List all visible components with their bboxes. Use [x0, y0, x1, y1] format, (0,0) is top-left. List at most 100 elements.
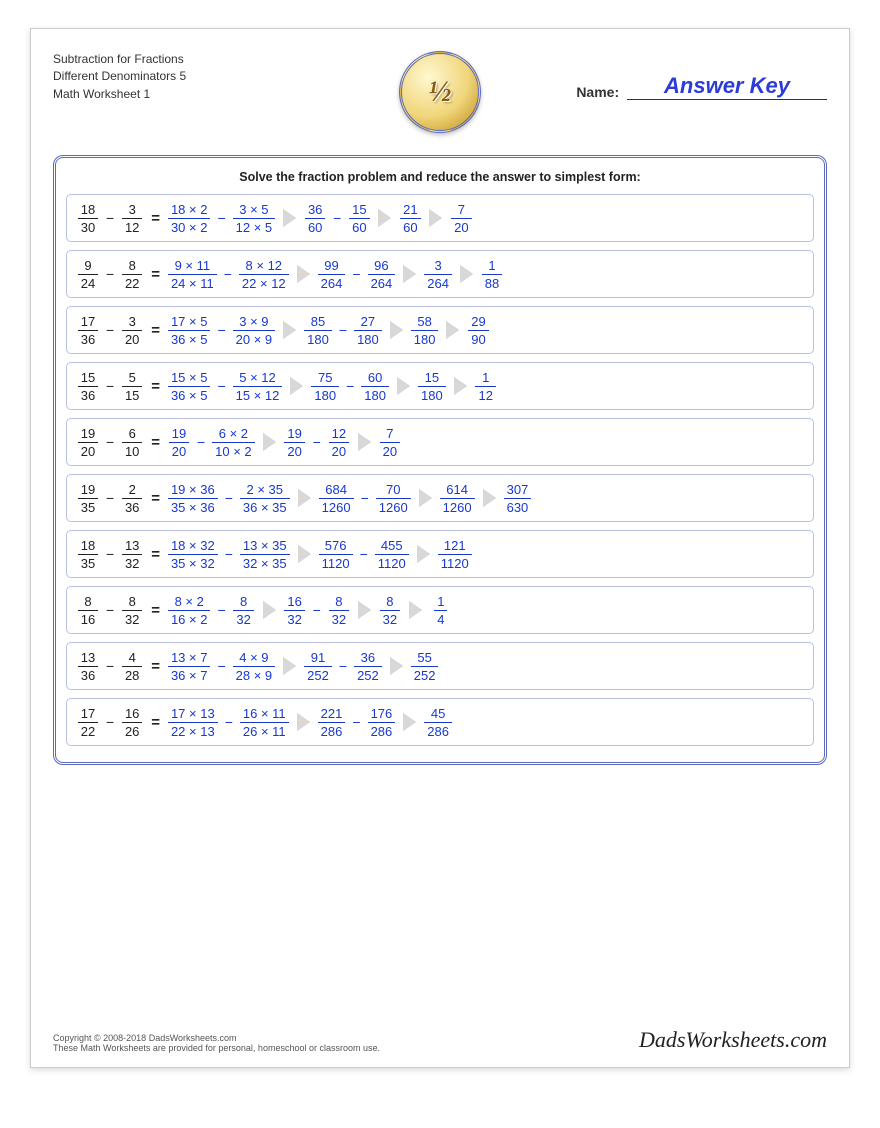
- numerator: 15: [349, 203, 369, 218]
- fraction: 45286: [424, 707, 452, 738]
- numerator: 3: [432, 259, 445, 274]
- numerator: 15: [78, 371, 98, 386]
- minus-op: −: [101, 266, 119, 282]
- minus-op: −: [341, 378, 359, 394]
- denominator: 32 × 35: [240, 554, 290, 570]
- equals-op: =: [145, 546, 166, 563]
- arrow-icon: [358, 433, 371, 451]
- problem-row: 1835−1332=18 × 3235 × 32−13 × 3532 × 355…: [66, 530, 814, 578]
- minus-op: −: [220, 546, 238, 562]
- problem-row: 1920−610=1920−6 × 210 × 21920−1220720: [66, 418, 814, 466]
- denominator: 264: [318, 274, 346, 290]
- numerator: 8: [126, 259, 139, 274]
- arrow-icon: [454, 377, 467, 395]
- denominator: 32: [122, 554, 142, 570]
- title-block: Subtraction for Fractions Different Deno…: [53, 51, 313, 103]
- numerator: 8: [81, 595, 94, 610]
- fraction: 1920: [168, 427, 190, 458]
- denominator: 24: [78, 274, 98, 290]
- denominator: 1120: [375, 554, 409, 570]
- numerator: 121: [441, 539, 469, 554]
- content-box: Solve the fraction problem and reduce th…: [53, 155, 827, 765]
- denominator: 36: [78, 666, 98, 682]
- numerator: 1: [479, 371, 492, 386]
- equals-op: =: [145, 322, 166, 339]
- fraction: 9 × 1124 × 11: [168, 259, 217, 290]
- fraction: 75180: [311, 371, 339, 402]
- minus-op: −: [212, 210, 230, 226]
- denominator: 20: [380, 442, 400, 458]
- numerator: 8: [126, 595, 139, 610]
- title-line-3: Math Worksheet 1: [53, 86, 313, 103]
- denominator: 20: [284, 442, 304, 458]
- fraction: 3264: [424, 259, 452, 290]
- fraction: 1211120: [438, 539, 472, 570]
- fraction: 15180: [418, 371, 446, 402]
- denominator: 20: [451, 218, 471, 234]
- denominator: 60: [305, 218, 325, 234]
- denominator: 36: [122, 498, 142, 514]
- fraction: 221286: [318, 707, 346, 738]
- numerator: 18: [78, 539, 98, 554]
- minus-op: −: [212, 322, 230, 338]
- numerator: 2: [126, 483, 139, 498]
- denominator: 1260: [440, 498, 475, 514]
- numerator: 36: [358, 651, 378, 666]
- fraction: 3 × 512 × 5: [233, 203, 276, 234]
- minus-op: −: [308, 434, 326, 450]
- problems-list: 1830−312=18 × 230 × 2−3 × 512 × 53660−15…: [66, 194, 814, 746]
- minus-op: −: [101, 602, 119, 618]
- denominator: 60: [400, 218, 420, 234]
- numerator: 5 × 12: [236, 371, 279, 386]
- arrow-icon: [283, 657, 296, 675]
- problem-row: 1722−1626=17 × 1322 × 13−16 × 1126 × 112…: [66, 698, 814, 746]
- denominator: 180: [418, 386, 446, 402]
- equals-op: =: [145, 266, 166, 283]
- fraction: 1626: [121, 707, 143, 738]
- fraction: 13 × 736 × 7: [168, 651, 211, 682]
- problem-row: 1830−312=18 × 230 × 2−3 × 512 × 53660−15…: [66, 194, 814, 242]
- arrow-icon: [446, 321, 459, 339]
- minus-op: −: [334, 322, 352, 338]
- fraction: 27180: [354, 315, 382, 346]
- denominator: 35 × 32: [168, 554, 218, 570]
- minus-op: −: [220, 714, 238, 730]
- fraction: 428: [121, 651, 143, 682]
- arrow-icon: [390, 657, 403, 675]
- fraction: 832: [121, 595, 143, 626]
- fraction: 822: [121, 259, 143, 290]
- fraction: 8 × 216 × 2: [168, 595, 211, 626]
- denominator: 32: [284, 610, 304, 626]
- denominator: 22 × 13: [168, 722, 218, 738]
- arrow-icon: [403, 713, 416, 731]
- fraction: 6841260: [319, 483, 354, 514]
- numerator: 3: [126, 315, 139, 330]
- fraction: 720: [379, 427, 401, 458]
- numerator: 13: [122, 539, 142, 554]
- numerator: 3 × 9: [236, 315, 271, 330]
- denominator: 26 × 11: [240, 722, 289, 738]
- fraction: 17 × 1322 × 13: [168, 707, 218, 738]
- equals-op: =: [145, 378, 166, 395]
- minus-op: −: [347, 266, 365, 282]
- logo-circle: ½: [399, 51, 481, 133]
- arrow-icon: [460, 265, 473, 283]
- fraction: 5 × 1215 × 12: [233, 371, 283, 402]
- arrow-icon: [403, 265, 416, 283]
- problem-row: 1935−236=19 × 3635 × 36−2 × 3536 × 35684…: [66, 474, 814, 522]
- fraction: 188: [481, 259, 503, 290]
- fraction: 307630: [504, 483, 532, 514]
- numerator: 8: [237, 595, 250, 610]
- numerator: 1: [434, 595, 447, 610]
- numerator: 70: [383, 483, 403, 498]
- numerator: 455: [378, 539, 406, 554]
- fraction: 832: [328, 595, 350, 626]
- denominator: 36 × 5: [168, 386, 211, 402]
- arrow-icon: [417, 545, 430, 563]
- fraction: 4551120: [375, 539, 409, 570]
- fraction: 1935: [77, 483, 99, 514]
- denominator: 252: [354, 666, 382, 682]
- fraction: 36252: [354, 651, 382, 682]
- instruction: Solve the fraction problem and reduce th…: [66, 170, 814, 184]
- fraction: 1632: [284, 595, 306, 626]
